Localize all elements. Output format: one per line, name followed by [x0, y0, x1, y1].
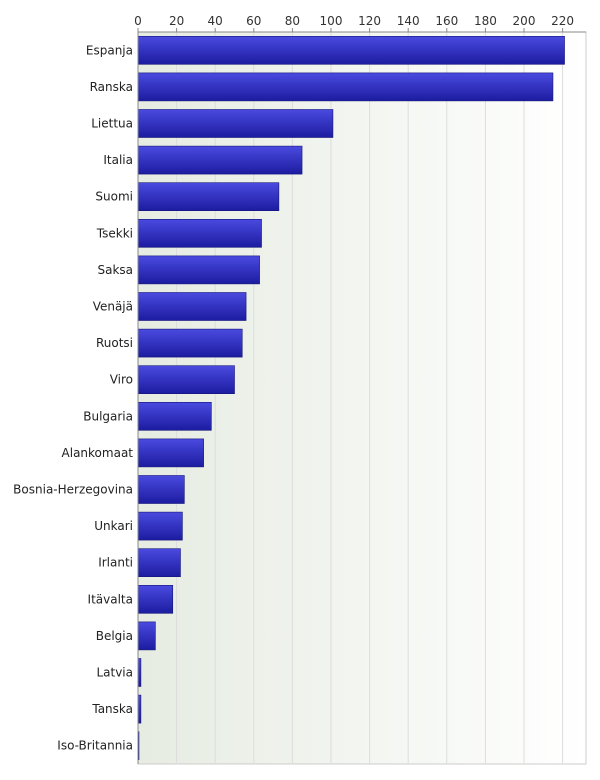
- bar: [137, 292, 247, 321]
- bar: [137, 328, 243, 358]
- bar: [137, 511, 183, 541]
- category-label: Bulgaria: [83, 409, 133, 423]
- category-label: Unkari: [94, 519, 133, 533]
- category-label: Italia: [103, 153, 133, 167]
- x-tick-label: 140: [397, 14, 420, 28]
- category-label: Suomi: [95, 190, 133, 204]
- x-tick-label: 220: [551, 14, 574, 28]
- bar: [137, 438, 204, 468]
- x-tick-label: 40: [208, 14, 223, 28]
- category-label: Tanska: [91, 702, 133, 716]
- x-tick-label: 20: [169, 14, 184, 28]
- bar: [137, 548, 181, 578]
- bar: [137, 72, 554, 102]
- category-label: Venäjä: [93, 300, 133, 314]
- category-label: Saksa: [97, 263, 133, 277]
- x-tick-label: 180: [474, 14, 497, 28]
- bar: [137, 584, 174, 614]
- category-label: Tsekki: [96, 226, 133, 240]
- x-tick-label: 120: [358, 14, 381, 28]
- x-tick-label: 200: [513, 14, 536, 28]
- x-tick-label: 80: [285, 14, 300, 28]
- bar: [137, 255, 260, 285]
- category-label: Itävalta: [88, 592, 133, 606]
- bar: [137, 365, 235, 395]
- x-axis-ticks: 0 20 40 60 80 100 120 140 160 180 200 220: [134, 14, 574, 32]
- category-label: Bosnia-Herzegovina: [13, 483, 133, 497]
- bar: [137, 145, 303, 175]
- bar: [137, 109, 334, 138]
- bars: [137, 35, 565, 761]
- x-tick-label: 100: [320, 14, 343, 28]
- category-label: Ruotsi: [96, 336, 133, 350]
- category-label: Liettua: [91, 117, 133, 131]
- category-label: Iso-Britannia: [57, 739, 133, 753]
- category-label: Ranska: [90, 80, 133, 94]
- x-tick-label: 160: [435, 14, 458, 28]
- bar: [137, 621, 156, 651]
- plot-area: [137, 31, 587, 765]
- x-tick-label: 60: [246, 14, 261, 28]
- category-label: Irlanti: [98, 556, 133, 570]
- x-tick-label: 0: [134, 14, 142, 28]
- category-label: Belgia: [96, 629, 133, 643]
- bar: [137, 401, 212, 431]
- category-label: Latvia: [96, 666, 133, 680]
- bar: [137, 219, 262, 248]
- category-label: Espanja: [86, 43, 133, 57]
- bar: [137, 182, 280, 211]
- category-label: Alankomaat: [62, 446, 134, 460]
- bar: [137, 475, 185, 504]
- category-label: Viro: [110, 373, 133, 387]
- bar: [137, 35, 565, 65]
- category-labels: Espanja Ranska Liettua Italia Suomi Tsekki Sak…: [13, 43, 133, 752]
